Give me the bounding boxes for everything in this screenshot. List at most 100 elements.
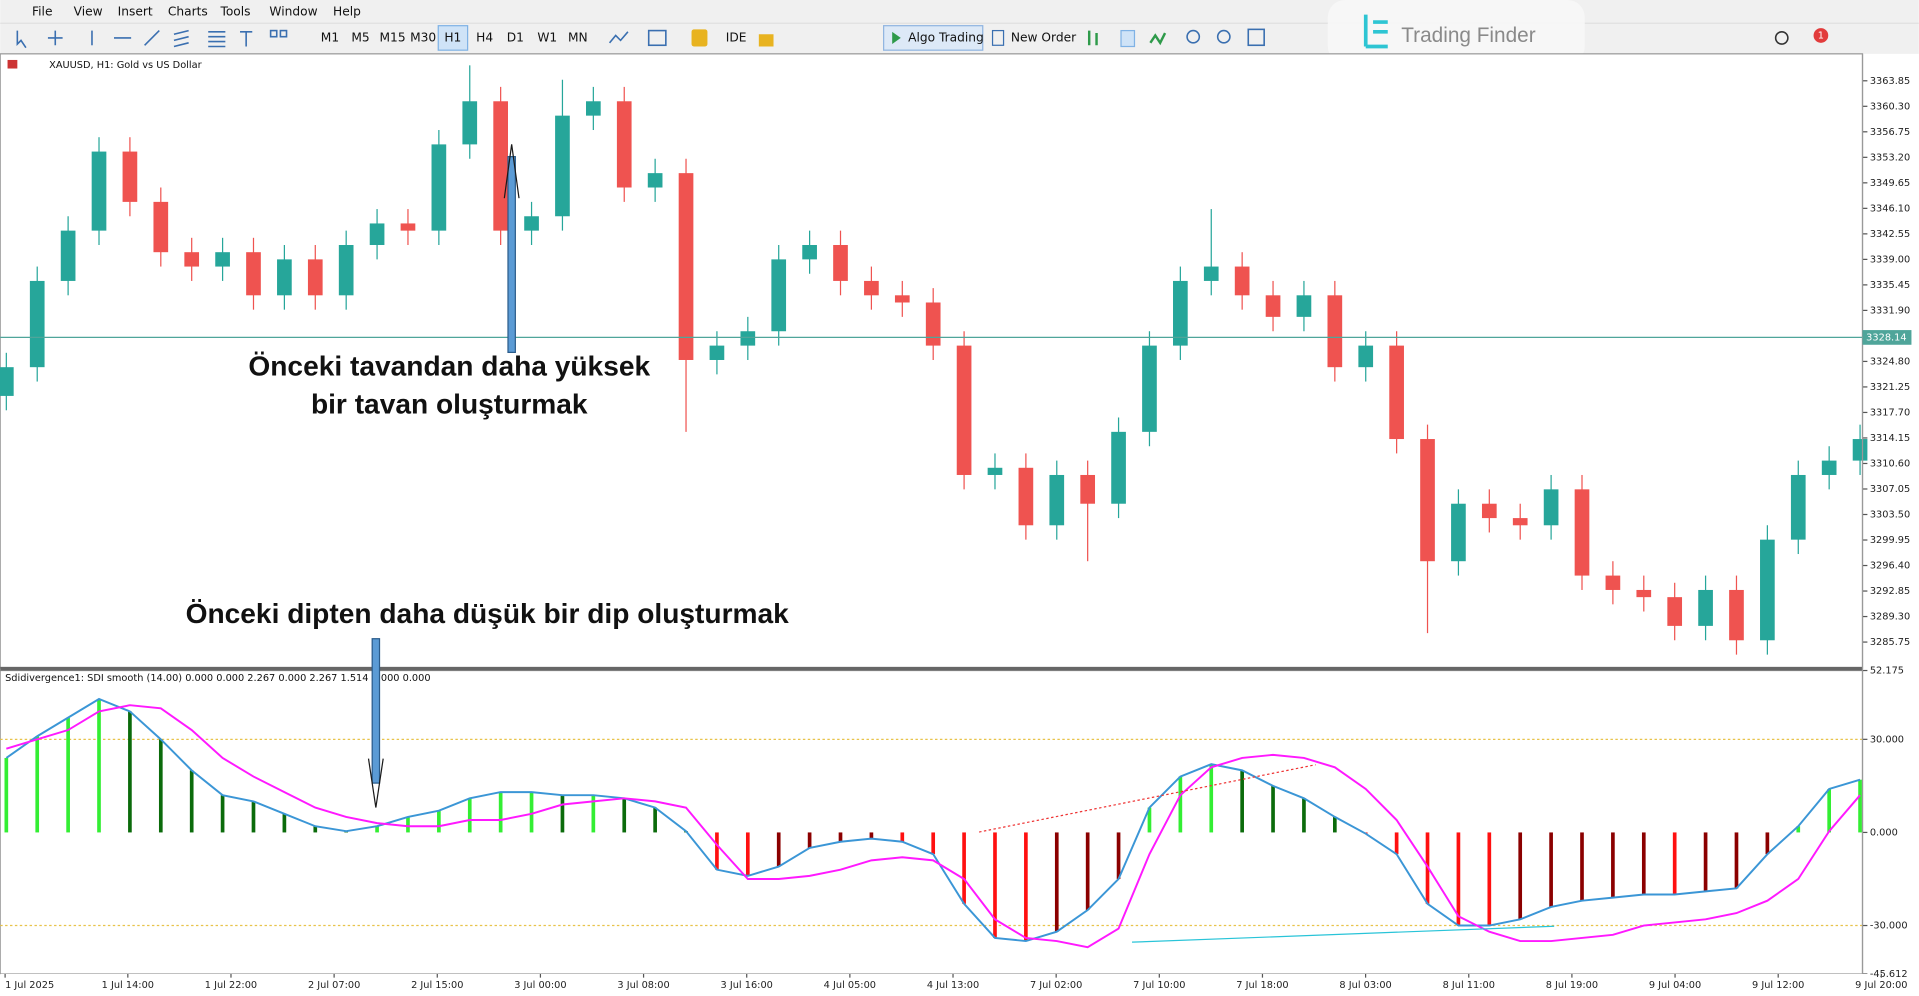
menu-item[interactable]: Charts	[168, 5, 208, 19]
y-tick-label: 3346.10	[1870, 203, 1910, 214]
indicator-icon[interactable]	[608, 31, 629, 44]
candle-body	[246, 252, 261, 296]
histogram-bar	[653, 807, 657, 833]
candle-body	[1729, 589, 1744, 641]
x-tick-label: 3 Jul 08:00	[617, 980, 669, 991]
histogram-bar	[1549, 832, 1553, 907]
fibo-icon[interactable]	[208, 31, 226, 48]
chart-icon[interactable]	[647, 29, 667, 47]
new-order-button[interactable]: New Order	[1011, 30, 1077, 44]
timeframe[interactable]: W1	[537, 30, 557, 44]
timeframe[interactable]: H1	[444, 30, 461, 44]
ide-button[interactable]: IDE	[726, 30, 747, 44]
search-icon[interactable]	[1774, 31, 1789, 45]
candle-body	[1667, 597, 1683, 626]
y-tick-label: 3307.05	[1870, 484, 1910, 495]
candle-body	[524, 216, 539, 231]
y-tick-label: -30.000	[1870, 921, 1908, 932]
menu-item[interactable]: File	[32, 5, 52, 19]
histogram-bar	[622, 798, 627, 833]
x-tick-label: 9 Jul 04:00	[1649, 980, 1701, 991]
menu-item[interactable]: Window	[269, 5, 317, 19]
histogram-bar	[1024, 832, 1028, 942]
candle-body	[925, 302, 941, 346]
histogram-bar	[1734, 832, 1739, 889]
candle-body	[1358, 345, 1374, 368]
notification-badge[interactable]	[1813, 28, 1829, 43]
algo-trading-button[interactable]: Algo Trading	[908, 30, 984, 44]
candle-body	[802, 245, 817, 260]
candle-body	[493, 101, 508, 231]
active-timeframe[interactable]	[437, 25, 469, 51]
trend-icon[interactable]	[144, 30, 160, 46]
y-tick-label: 3349.65	[1870, 178, 1910, 189]
histogram-bar	[900, 832, 905, 842]
y-tick-label: 3363.85	[1870, 76, 1910, 87]
indicator-label: Sdidivergence1: SDI smooth (14.00) 0.000…	[5, 673, 430, 684]
x-tick-label: 7 Jul 02:00	[1030, 980, 1082, 991]
grid-icon[interactable]	[1247, 28, 1265, 47]
histogram-bar	[467, 798, 472, 833]
candle-body	[1852, 439, 1868, 461]
timeframe[interactable]: M30	[410, 30, 436, 44]
zoom-in[interactable]	[1186, 29, 1201, 44]
cursor-icon[interactable]	[16, 30, 27, 49]
y-tick-label: 3303.50	[1870, 509, 1910, 520]
timeframe[interactable]: D1	[507, 30, 524, 44]
candle-body	[307, 259, 323, 296]
timeframe[interactable]: MN	[568, 30, 588, 44]
price-pane	[0, 53, 1864, 669]
crosshair-icon[interactable]	[47, 30, 63, 46]
price-layer	[0, 65, 1868, 655]
candle-body	[586, 101, 601, 116]
indicator-layer	[0, 669, 1868, 975]
candle-body	[956, 345, 972, 475]
menu-item[interactable]: Insert	[118, 5, 153, 19]
menu-item[interactable]: View	[74, 5, 103, 19]
menu-item[interactable]: Tools	[219, 5, 250, 19]
histogram-bar	[1394, 832, 1399, 855]
annotation: Önceki tavandan daha yüksek	[248, 351, 650, 382]
candle-body	[1698, 589, 1713, 626]
histogram-bar	[1580, 832, 1584, 901]
histogram-bar	[189, 770, 194, 833]
timeframe[interactable]: H4	[476, 30, 493, 44]
text-icon[interactable]	[240, 31, 253, 47]
candle-body	[1760, 539, 1775, 641]
zoom-out[interactable]	[1216, 29, 1231, 44]
market-icon[interactable]	[691, 29, 708, 47]
candles-icon[interactable]	[1120, 29, 1136, 48]
candle-body	[431, 144, 447, 231]
timeframe[interactable]: M1	[321, 30, 339, 44]
signal-line	[6, 704, 1861, 949]
bars-icon[interactable]	[1087, 30, 1098, 46]
shapes-icon[interactable]	[269, 29, 278, 38]
lock-icon[interactable]	[758, 34, 774, 47]
toolbar-icons	[16, 29, 667, 49]
histogram-bar	[776, 832, 781, 867]
histogram-bar	[1518, 832, 1523, 920]
menu-item[interactable]: Help	[333, 5, 361, 19]
y-tick-label: 3314.15	[1870, 433, 1910, 444]
histogram-bar	[1302, 798, 1306, 833]
line-icon[interactable]	[1149, 32, 1167, 46]
y-tick-label: 30.000	[1870, 734, 1904, 745]
y-tick-label: 3331.90	[1870, 305, 1910, 316]
histogram-bar	[745, 832, 750, 876]
divergence-line	[1132, 925, 1555, 943]
candle-body	[1420, 439, 1435, 562]
histogram-bar	[807, 832, 812, 848]
timeframe[interactable]: M15	[380, 30, 406, 44]
shapes-icon[interactable]	[279, 29, 288, 38]
candle-body	[1790, 474, 1806, 540]
channel-icon[interactable]	[173, 29, 189, 48]
histogram-bar	[251, 801, 256, 833]
candle-body	[1111, 431, 1126, 504]
candle-body	[1512, 518, 1528, 526]
candle-body	[1481, 503, 1497, 519]
x-tick-label: 8 Jul 11:00	[1443, 980, 1495, 991]
histogram-bar	[1271, 785, 1275, 833]
arrow-head	[503, 144, 520, 199]
histogram-bar	[1858, 779, 1862, 833]
timeframe[interactable]: M5	[351, 30, 369, 44]
